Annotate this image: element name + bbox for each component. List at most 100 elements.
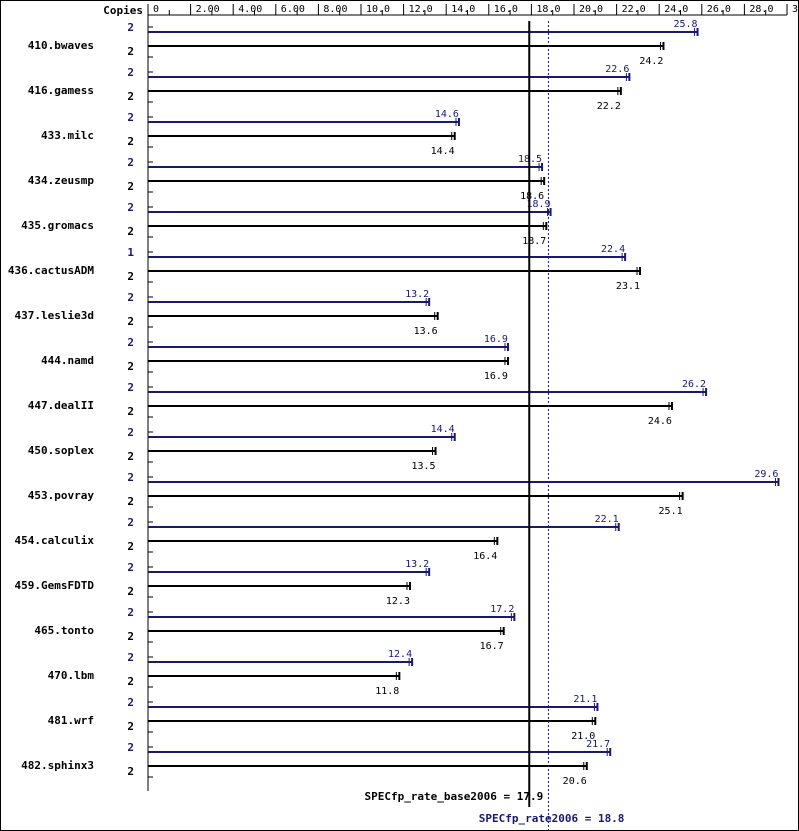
summary-base-label: SPECfp_rate_base2006 = 17.9 <box>364 790 543 803</box>
benchmark-label: 450.soplex <box>28 444 95 457</box>
value-label-peak: 29.6 <box>754 469 778 480</box>
x-tick-label: 6.00 <box>281 4 305 15</box>
value-label-base: 18.6 <box>520 191 544 202</box>
copies-base: 2 <box>127 675 134 688</box>
value-label-base: 14.4 <box>431 146 455 157</box>
benchmark-label: 447.dealII <box>28 399 94 412</box>
value-label-peak: 21.7 <box>586 739 610 750</box>
value-label-peak: 13.2 <box>405 289 429 300</box>
value-label-base: 16.4 <box>473 551 497 562</box>
value-label-base: 16.7 <box>480 641 504 652</box>
x-tick-label: 4.00 <box>238 4 262 15</box>
x-tick-label: 14.0 <box>451 4 475 15</box>
value-label-peak: 14.4 <box>431 424 455 435</box>
value-label-base: 20.6 <box>563 776 587 787</box>
copies-peak: 2 <box>127 201 134 214</box>
copies-peak: 2 <box>127 21 134 34</box>
copies-peak: 2 <box>127 516 134 529</box>
copies-base: 2 <box>127 540 134 553</box>
benchmark-label: 444.namd <box>41 354 94 367</box>
copies-peak: 2 <box>127 156 134 169</box>
benchmark-label: 481.wrf <box>48 714 94 727</box>
x-tick-label: 10.0 <box>366 4 390 15</box>
benchmark-label: 465.tonto <box>34 624 94 637</box>
copies-peak: 2 <box>127 336 134 349</box>
value-label-base: 24.2 <box>639 56 663 67</box>
benchmark-label: 435.gromacs <box>21 219 94 232</box>
value-label-peak: 22.4 <box>601 244 625 255</box>
value-label-peak: 12.4 <box>388 649 412 660</box>
value-label-peak: 22.1 <box>595 514 619 525</box>
copies-base: 2 <box>127 180 134 193</box>
copies-peak: 2 <box>127 111 134 124</box>
benchmark-label: 437.leslie3d <box>15 309 94 322</box>
value-label-base: 13.6 <box>414 326 438 337</box>
copies-base: 2 <box>127 450 134 463</box>
copies-peak: 2 <box>127 606 134 619</box>
value-label-base: 22.2 <box>597 101 621 112</box>
copies-peak: 2 <box>127 651 134 664</box>
value-label-base: 25.1 <box>659 506 683 517</box>
benchmark-label: 482.sphinx3 <box>21 759 94 772</box>
value-label-peak: 17.2 <box>490 604 514 615</box>
benchmark-label: 416.gamess <box>28 84 94 97</box>
benchmark-label: 470.lbm <box>48 669 95 682</box>
benchmark-label: 453.povray <box>28 489 95 502</box>
copies-base: 2 <box>127 720 134 733</box>
value-label-base: 24.6 <box>648 416 672 427</box>
copies-base: 2 <box>127 135 134 148</box>
copies-base: 2 <box>127 585 134 598</box>
value-label-peak: 14.6 <box>435 109 459 120</box>
x-tick-label: 30.0 <box>792 4 798 15</box>
copies-base: 2 <box>127 45 134 58</box>
x-tick-label: 28.0 <box>749 4 773 15</box>
copies-base: 2 <box>127 360 134 373</box>
value-label-base: 12.3 <box>386 596 410 607</box>
x-tick-label: 22.0 <box>622 4 646 15</box>
value-label-base: 23.1 <box>616 281 640 292</box>
copies-peak: 2 <box>127 471 134 484</box>
copies-base: 2 <box>127 225 134 238</box>
value-label-base: 21.0 <box>571 731 595 742</box>
value-label-peak: 16.9 <box>484 334 508 345</box>
benchmark-label: 459.GemsFDTD <box>15 579 95 592</box>
value-label-peak: 26.2 <box>682 379 706 390</box>
copies-base: 2 <box>127 495 134 508</box>
summary-peak-label: SPECfp_rate2006 = 18.8 <box>479 812 625 825</box>
copies-peak: 2 <box>127 426 134 439</box>
value-label-peak: 21.1 <box>573 694 597 705</box>
x-tick-label: 2.00 <box>196 4 220 15</box>
copies-base: 2 <box>127 765 134 778</box>
copies-peak: 1 <box>127 246 134 259</box>
benchmark-label: 434.zeusmp <box>28 174 95 187</box>
copies-peak: 2 <box>127 696 134 709</box>
copies-peak: 2 <box>127 291 134 304</box>
benchmark-label: 454.calculix <box>15 534 95 547</box>
copies-base: 2 <box>127 270 134 283</box>
x-tick-label: 20.0 <box>579 4 603 15</box>
benchmark-label: 436.cactusADM <box>8 264 94 277</box>
copies-peak: 2 <box>127 381 134 394</box>
value-label-base: 13.5 <box>411 461 435 472</box>
copies-base: 2 <box>127 405 134 418</box>
value-label-peak: 25.8 <box>673 19 697 30</box>
x-tick-label: 26.0 <box>707 4 731 15</box>
x-tick-label: 8.00 <box>323 4 347 15</box>
benchmark-label: 410.bwaves <box>28 39 94 52</box>
x-tick-label: 24.0 <box>664 4 688 15</box>
axis-header-copies: Copies <box>103 4 143 17</box>
x-tick-label: 16.0 <box>494 4 518 15</box>
copies-peak: 2 <box>127 561 134 574</box>
value-label-peak: 13.2 <box>405 559 429 570</box>
copies-base: 2 <box>127 90 134 103</box>
copies-base: 2 <box>127 315 134 328</box>
benchmark-label: 433.milc <box>41 129 94 142</box>
value-label-peak: 18.9 <box>526 199 550 210</box>
copies-peak: 2 <box>127 66 134 79</box>
x-tick-label: 18.0 <box>536 4 560 15</box>
copies-peak: 2 <box>127 741 134 754</box>
value-label-base: 16.9 <box>484 371 508 382</box>
value-label-peak: 22.6 <box>605 64 629 75</box>
